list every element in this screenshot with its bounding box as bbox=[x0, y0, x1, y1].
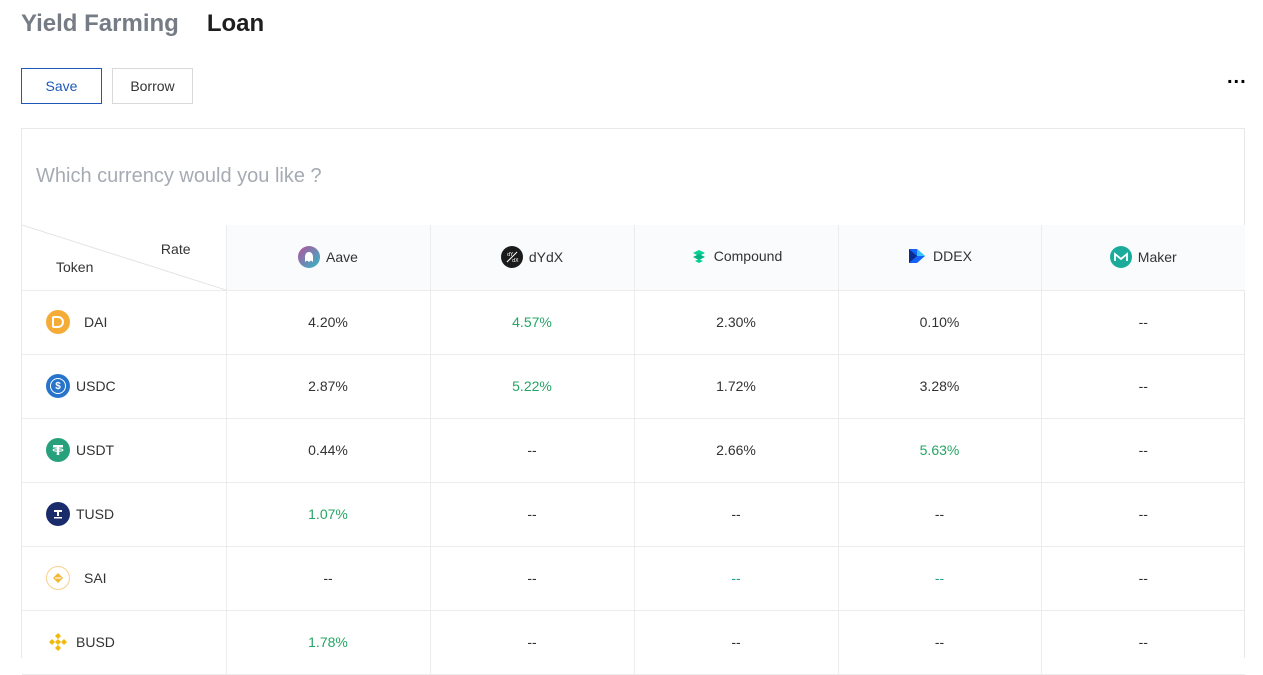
protocol-header-dydx: dY dX dYdX bbox=[430, 225, 635, 291]
token-name: TUSD bbox=[76, 506, 115, 522]
tab-loan[interactable]: Loan bbox=[206, 10, 265, 37]
rate-cell[interactable]: 5.63% bbox=[838, 418, 1042, 483]
rate-cell[interactable]: -- bbox=[1041, 546, 1245, 611]
token-name: USDT bbox=[76, 442, 115, 458]
rate-cell[interactable]: 2.87% bbox=[226, 354, 431, 419]
rate-label: Rate bbox=[160, 241, 191, 257]
ddex-icon bbox=[907, 247, 927, 265]
rate-cell[interactable]: 2.30% bbox=[634, 290, 839, 355]
rate-cell[interactable]: -- bbox=[838, 610, 1042, 675]
mode-toggle: Save Borrow bbox=[21, 68, 193, 104]
rate-cell[interactable]: 4.20% bbox=[226, 290, 431, 355]
token-cell: TUSD bbox=[22, 482, 227, 547]
svg-text:dY: dY bbox=[507, 252, 514, 258]
table-row[interactable]: SAI -- -- -- -- -- bbox=[22, 546, 1245, 611]
protocol-header-ddex: DDEX bbox=[838, 225, 1042, 291]
rate-cell[interactable]: -- bbox=[430, 546, 635, 611]
rate-cell[interactable]: -- bbox=[430, 482, 635, 547]
busd-icon bbox=[46, 630, 70, 654]
token-cell: USDT bbox=[22, 418, 227, 483]
rate-cell[interactable]: 5.22% bbox=[430, 354, 635, 419]
rate-cell[interactable]: 4.57% bbox=[430, 290, 635, 355]
compound-icon bbox=[690, 247, 708, 265]
rate-cell[interactable]: -- bbox=[430, 610, 635, 675]
rate-cell[interactable]: -- bbox=[838, 546, 1042, 611]
rate-cell[interactable]: -- bbox=[1041, 418, 1245, 483]
token-label: Token bbox=[56, 259, 94, 275]
rates-table: Rate Token Aave dY dX bbox=[22, 225, 1245, 675]
table-row[interactable]: USDT 0.44% -- 2.66% 5.63% -- bbox=[22, 418, 1245, 483]
corner-divider bbox=[22, 225, 226, 290]
usdc-icon: $ bbox=[46, 374, 70, 398]
token-cell: BUSD bbox=[22, 610, 227, 675]
rate-cell[interactable]: -- bbox=[1041, 354, 1245, 419]
usdt-icon bbox=[46, 438, 70, 462]
borrow-button[interactable]: Borrow bbox=[112, 68, 193, 104]
rate-cell[interactable]: -- bbox=[634, 482, 839, 547]
table-row[interactable]: TUSD 1.07% -- -- -- -- bbox=[22, 482, 1245, 547]
protocol-header-compound: Compound bbox=[634, 225, 839, 291]
rate-cell[interactable]: -- bbox=[838, 482, 1042, 547]
rate-cell[interactable]: -- bbox=[634, 546, 839, 611]
svg-text:dX: dX bbox=[512, 258, 519, 264]
protocol-name: Aave bbox=[326, 249, 358, 266]
tab-yield-farming[interactable]: Yield Farming bbox=[21, 10, 179, 37]
save-button[interactable]: Save bbox=[21, 68, 102, 104]
currency-question: Which currency would you like ? bbox=[36, 165, 322, 187]
protocol-name: dYdX bbox=[528, 249, 564, 266]
aave-icon bbox=[298, 246, 321, 269]
protocol-name: DDEX bbox=[933, 247, 972, 264]
rate-cell[interactable]: 3.28% bbox=[838, 354, 1042, 419]
rate-cell[interactable]: -- bbox=[1041, 482, 1245, 547]
token-name: USDC bbox=[76, 378, 116, 394]
table-header-row: Rate Token Aave dY dX bbox=[22, 225, 1245, 291]
rate-cell[interactable]: 1.72% bbox=[634, 354, 839, 419]
protocol-header-maker: Maker bbox=[1041, 225, 1245, 291]
rate-cell[interactable]: 1.78% bbox=[226, 610, 431, 675]
sai-icon bbox=[46, 566, 70, 590]
token-name: DAI bbox=[84, 314, 108, 330]
corner-header: Rate Token bbox=[22, 225, 227, 291]
protocol-header-aave: Aave bbox=[226, 225, 431, 291]
rates-panel: Which currency would you like ? Rate Tok… bbox=[21, 128, 1245, 675]
token-name: BUSD bbox=[76, 634, 115, 650]
dydx-icon: dY dX bbox=[500, 246, 523, 269]
protocol-name: Compound bbox=[713, 247, 783, 264]
token-cell: SAI bbox=[22, 546, 227, 611]
rate-cell[interactable]: -- bbox=[226, 546, 431, 611]
dai-icon bbox=[46, 310, 70, 334]
tab-bar: Yield Farming Loan bbox=[21, 10, 264, 38]
rate-cell[interactable]: 0.44% bbox=[226, 418, 431, 483]
rate-cell[interactable]: -- bbox=[634, 610, 839, 675]
token-name: SAI bbox=[84, 570, 107, 586]
token-cell: $ USDC bbox=[22, 354, 227, 419]
rate-cell[interactable]: -- bbox=[430, 418, 635, 483]
more-options-icon[interactable]: ... bbox=[1227, 66, 1247, 88]
protocol-name: Maker bbox=[1137, 249, 1177, 266]
rate-cell[interactable]: -- bbox=[1041, 610, 1245, 675]
table-row[interactable]: DAI 4.20% 4.57% 2.30% 0.10% -- bbox=[22, 290, 1245, 355]
rate-cell[interactable]: 1.07% bbox=[226, 482, 431, 547]
rate-cell[interactable]: -- bbox=[1041, 290, 1245, 355]
table-row[interactable]: BUSD 1.78% -- -- -- -- bbox=[22, 610, 1245, 675]
rate-cell[interactable]: 2.66% bbox=[634, 418, 839, 483]
rate-cell[interactable]: 0.10% bbox=[838, 290, 1042, 355]
maker-icon bbox=[1109, 246, 1132, 269]
tusd-icon bbox=[46, 502, 70, 526]
token-cell: DAI bbox=[22, 290, 227, 355]
table-row[interactable]: $ USDC 2.87% 5.22% 1.72% 3.28% -- bbox=[22, 354, 1245, 419]
